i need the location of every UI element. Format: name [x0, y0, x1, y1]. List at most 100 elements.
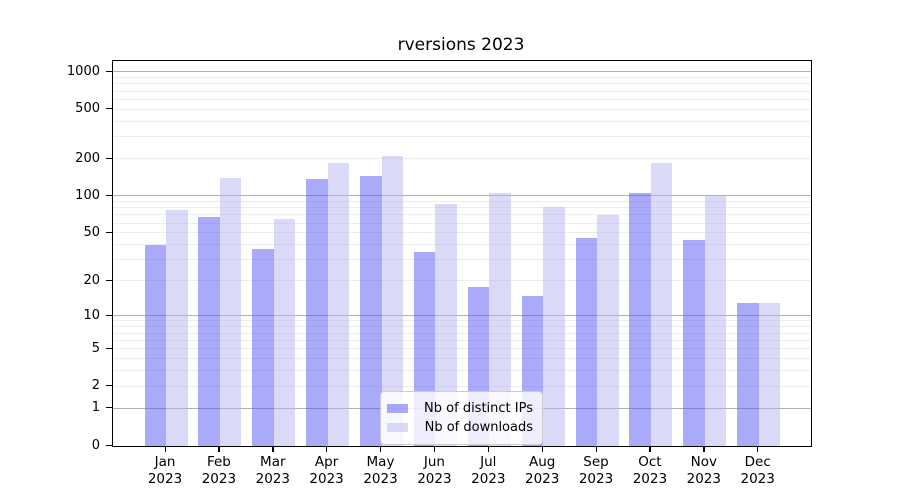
y-tick-label-1: 1: [91, 400, 100, 415]
minor-gridline-7: [113, 332, 811, 334]
y-tick-label-1000: 1000: [66, 63, 100, 79]
bar-downloads-may: [381, 155, 403, 446]
y-tick-1000: [106, 70, 112, 72]
bar-distinct-ips-oct: [629, 193, 651, 446]
bar-downloads-apr: [327, 163, 350, 446]
bar-downloads-jan: [166, 209, 188, 446]
chart-title: rversions 2023: [397, 35, 525, 55]
bar-distinct-ips-nov: [683, 240, 705, 446]
minor-gridline-300: [113, 136, 811, 138]
bar-downloads-jul: [489, 193, 511, 446]
y-tick-label-100: 100: [75, 187, 100, 203]
minor-gridline-8: [113, 326, 811, 328]
y-tick-0: [106, 444, 112, 446]
x-tick-jun: [433, 446, 436, 453]
legend-swatch-downloads: [387, 422, 408, 433]
minor-gridline-200: [113, 158, 811, 160]
x-tick-label-apr: Apr 2023: [309, 454, 344, 487]
y-tick-label-2: 2: [91, 378, 100, 394]
bar-distinct-ips-jan: [144, 245, 166, 446]
y-tick-label-10: 10: [83, 307, 100, 323]
bar-distinct-ips-dec: [737, 303, 759, 446]
x-tick-feb: [218, 446, 220, 453]
bar-downloads-aug: [543, 206, 565, 446]
x-tick-label-aug: Aug 2023: [525, 454, 560, 487]
bar-downloads-oct: [650, 163, 673, 446]
major-gridline-100: [113, 195, 811, 197]
x-tick-label-jun: Jun 2023: [417, 454, 452, 487]
x-tick-label-sep: Sep 2023: [578, 454, 614, 487]
x-tick-label-oct: Oct 2023: [632, 454, 668, 487]
minor-gridline-50: [113, 232, 811, 234]
bar-distinct-ips-mar: [252, 249, 274, 446]
y-tick-1: [106, 407, 112, 409]
y-tick-label-500: 500: [75, 101, 100, 117]
bar-downloads-jun: [435, 203, 457, 446]
y-tick-20: [106, 279, 112, 282]
y-tick-label-50: 50: [83, 224, 100, 240]
x-tick-apr: [326, 446, 328, 453]
legend-label-downloads: Nb of downloads: [424, 420, 533, 435]
minor-gridline-40: [113, 244, 811, 246]
minor-gridline-600: [113, 98, 811, 100]
minor-gridline-400: [113, 120, 811, 122]
x-tick-mar: [272, 446, 274, 453]
x-tick-may: [380, 446, 382, 453]
y-tick-500: [106, 108, 112, 110]
bar-distinct-ips-apr: [306, 179, 328, 446]
y-tick-50: [106, 231, 112, 234]
minor-gridline-2: [113, 385, 811, 387]
y-tick-200: [106, 157, 112, 159]
minor-gridline-3: [113, 370, 811, 371]
major-gridline-10: [113, 315, 811, 317]
y-tick-label-0: 0: [91, 437, 100, 453]
bar-downloads-dec: [758, 303, 781, 446]
x-tick-oct: [649, 446, 651, 453]
legend-item-downloads: Nb of downloads: [387, 419, 533, 436]
x-tick-label-may: May 2023: [363, 454, 398, 487]
minor-gridline-4: [113, 357, 811, 359]
legend-item-distinct-ips: Nb of distinct IPs: [387, 400, 533, 417]
x-tick-label-jan: Jan 2023: [147, 454, 183, 487]
y-tick-label-20: 20: [83, 272, 100, 288]
minor-gridline-80: [113, 207, 811, 209]
x-tick-label-nov: Nov 2023: [686, 454, 721, 487]
bar-distinct-ips-may: [360, 176, 382, 446]
x-tick-jul: [487, 446, 490, 453]
y-tick-label-200: 200: [75, 150, 100, 166]
minor-gridline-5: [113, 348, 811, 350]
bar-distinct-ips-sep: [575, 237, 597, 446]
minor-gridline-30: [113, 259, 811, 261]
minor-gridline-900: [113, 76, 811, 78]
x-tick-jan: [164, 446, 166, 453]
minor-gridline-70: [113, 214, 811, 216]
y-tick-100: [106, 194, 112, 197]
y-tick-label-5: 5: [91, 340, 100, 356]
bar-downloads-feb: [219, 178, 242, 446]
x-tick-label-dec: Dec 2023: [740, 454, 775, 487]
bar-downloads-mar: [273, 219, 296, 446]
x-tick-sep: [595, 446, 597, 453]
x-tick-dec: [757, 446, 759, 453]
bar-downloads-nov: [704, 196, 727, 446]
y-tick-5: [106, 347, 112, 349]
minor-gridline-9: [113, 320, 811, 322]
plot-area: Nb of distinct IPs Nb of downloads: [112, 60, 812, 447]
minor-gridline-800: [113, 83, 811, 85]
minor-gridline-6: [113, 339, 811, 341]
y-tick-2: [106, 385, 112, 387]
y-tick-10: [106, 314, 112, 317]
major-gridline-1000: [113, 71, 811, 73]
minor-gridline-20: [113, 280, 811, 282]
x-tick-label-jul: Jul 2023: [471, 454, 506, 487]
minor-gridline-90: [113, 200, 811, 202]
minor-gridline-60: [113, 222, 811, 224]
x-tick-label-mar: Mar 2023: [255, 454, 290, 487]
x-tick-nov: [703, 446, 705, 453]
minor-gridline-500: [113, 108, 811, 110]
x-tick-label-feb: Feb 2023: [201, 454, 237, 487]
x-tick-aug: [541, 446, 543, 453]
bar-distinct-ips-feb: [198, 216, 220, 446]
bar-downloads-sep: [597, 215, 619, 446]
